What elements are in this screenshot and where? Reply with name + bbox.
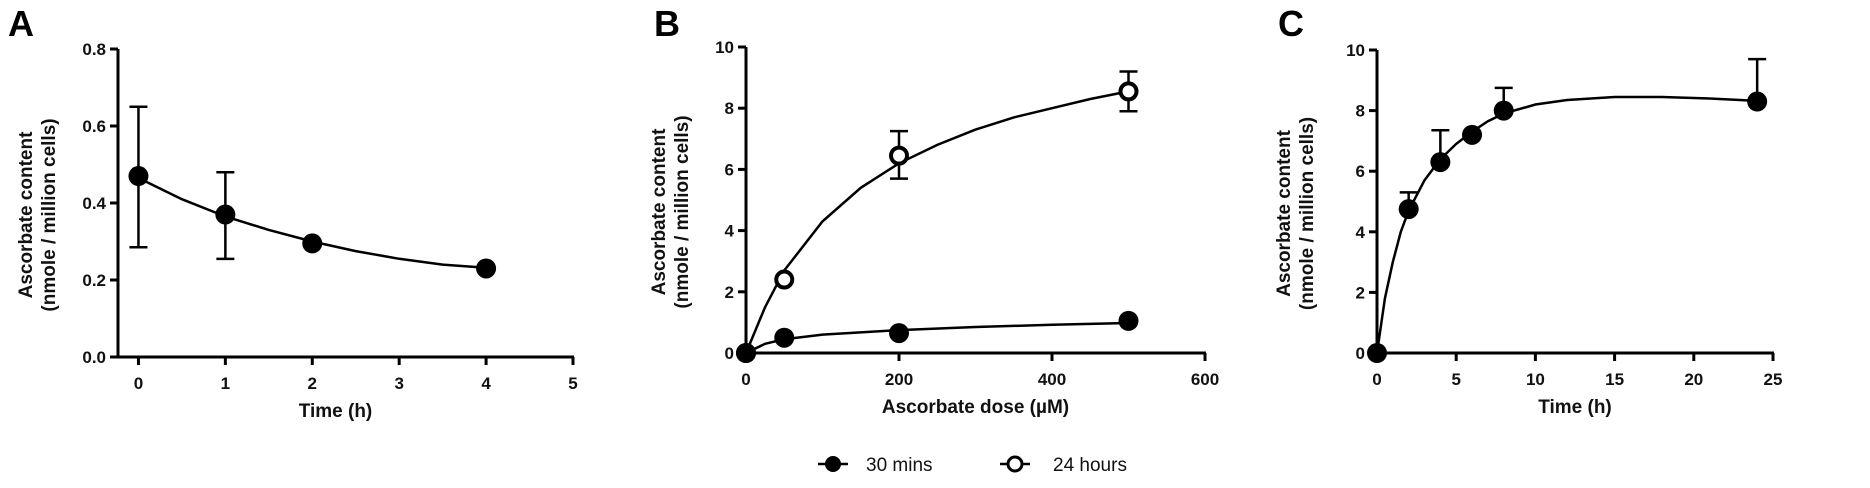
y-tick-label: 2	[725, 283, 734, 302]
y-tick-label: 8	[725, 99, 734, 118]
x-tick-label: 15	[1605, 370, 1624, 389]
y-tick-label: 4	[725, 222, 735, 241]
filled-circle-marker-icon	[889, 323, 909, 344]
plot-area: 0 2 4 6 8 10 0 200 400 600 Ascorbate dose (µM) Asco…	[649, 38, 1219, 418]
y-tick-label: 4	[1356, 223, 1366, 242]
x-tick-label: 5	[568, 374, 577, 393]
filled-circle-marker-icon	[1493, 100, 1514, 121]
y-tick-label: 6	[725, 160, 734, 179]
x-tick-label: 1	[221, 374, 230, 393]
x-tick-label: 20	[1684, 370, 1703, 389]
y-axis-title: Ascorbate content	[649, 128, 670, 295]
y-tick-label: 0.4	[82, 194, 106, 213]
y-tick-label: 8	[1356, 102, 1365, 121]
panel-letter: B	[654, 3, 680, 44]
x-tick-label: 4	[481, 374, 491, 393]
plot-area: 0 2 4 6 8 10 0 5 10 15 20 25 Time (h) Ascorbate conte…	[1274, 41, 1782, 418]
open-circle-marker-icon	[774, 269, 795, 290]
filled-circle-marker-icon	[1747, 91, 1768, 112]
x-tick-label: 600	[1191, 370, 1219, 389]
legend: 30 mins 24 hours	[818, 455, 1127, 476]
x-tick-label: 0	[1372, 370, 1381, 389]
filled-circle-marker-icon	[736, 343, 756, 363]
filled-circle-marker-icon	[1398, 199, 1419, 220]
open-circle-marker-icon	[1118, 81, 1139, 102]
legend-item-30-mins: 30 mins	[818, 455, 933, 476]
filled-circle-marker-icon	[302, 233, 323, 254]
legend-label: 24 hours	[1053, 455, 1127, 476]
y-tick-label: 0	[725, 344, 734, 363]
y-axis-subtitle: (nmole / million cells)	[39, 118, 60, 311]
fit-curve	[1375, 95, 1758, 354]
x-tick-label: 0	[134, 374, 143, 393]
fit-curve	[744, 90, 1129, 354]
x-axis-title: Time (h)	[1538, 397, 1612, 418]
x-tick-label: 2	[308, 374, 317, 393]
y-tick-label: 10	[715, 38, 734, 57]
filled-circle-marker-icon	[1462, 124, 1483, 145]
x-tick-label: 200	[885, 370, 913, 389]
y-axis-title: Ascorbate content	[16, 131, 37, 298]
filled-circle-marker-icon	[476, 258, 497, 279]
y-tick-label: 0.2	[82, 271, 106, 290]
open-circle-marker-icon	[889, 145, 909, 166]
filled-circle-marker-icon	[1367, 343, 1387, 363]
filled-circle-marker-icon	[215, 204, 236, 225]
plot-area: 0.0 0.2 0.4 0.6 0.8 0 1 2 3 4 5 Time (h) Ascorbate c…	[16, 40, 578, 422]
filled-circle-marker-icon	[1118, 310, 1139, 331]
x-axis-title: Ascorbate dose (µM)	[882, 397, 1069, 418]
y-tick-label: 0	[1356, 344, 1365, 363]
filled-circle-marker-icon	[1430, 152, 1451, 173]
y-tick-label: 10	[1346, 41, 1365, 60]
y-tick-label: 2	[1356, 283, 1365, 302]
panel-b: B 0 2 4 6 8 10 0 200 400 600 Ascorbate dose (µM) As…	[649, 3, 1219, 418]
y-axis-title: Ascorbate content	[1274, 129, 1295, 296]
panel-c: C 0 2 4 6 8 10 0 5 10 15 20 25 Time (h) Ascorbate con…	[1274, 3, 1782, 418]
y-tick-label: 0.0	[82, 348, 106, 367]
filled-circle-marker-icon	[128, 166, 149, 187]
panel-letter: C	[1278, 3, 1304, 44]
fit-curve	[745, 321, 1129, 355]
x-tick-label: 0	[741, 370, 750, 389]
open-circle-marker-icon	[1006, 455, 1024, 473]
x-tick-label: 10	[1526, 370, 1545, 389]
x-axis-title: Time (h)	[299, 401, 373, 422]
fit-curve	[137, 176, 487, 269]
x-tick-label: 3	[394, 374, 403, 393]
x-tick-label: 5	[1451, 370, 1460, 389]
panel-letter: A	[8, 3, 34, 44]
panel-a: A 0.0 0.2 0.4 0.6 0.8 0 1 2 3 4 5 Time (h) Ascorbate…	[8, 3, 578, 422]
y-tick-label: 6	[1356, 162, 1365, 181]
x-tick-label: 400	[1038, 370, 1066, 389]
filled-circle-marker-icon	[774, 327, 795, 348]
y-axis-subtitle: (nmole / million cells)	[1297, 117, 1318, 310]
filled-circle-marker-icon	[825, 456, 841, 472]
y-axis-subtitle: (nmole / million cells)	[672, 115, 693, 308]
legend-label: 30 mins	[866, 455, 933, 476]
legend-item-24-hours: 24 hours	[1000, 455, 1127, 476]
y-tick-label: 0.6	[82, 117, 106, 136]
x-tick-label: 25	[1764, 370, 1783, 389]
y-tick-label: 0.8	[82, 40, 106, 59]
